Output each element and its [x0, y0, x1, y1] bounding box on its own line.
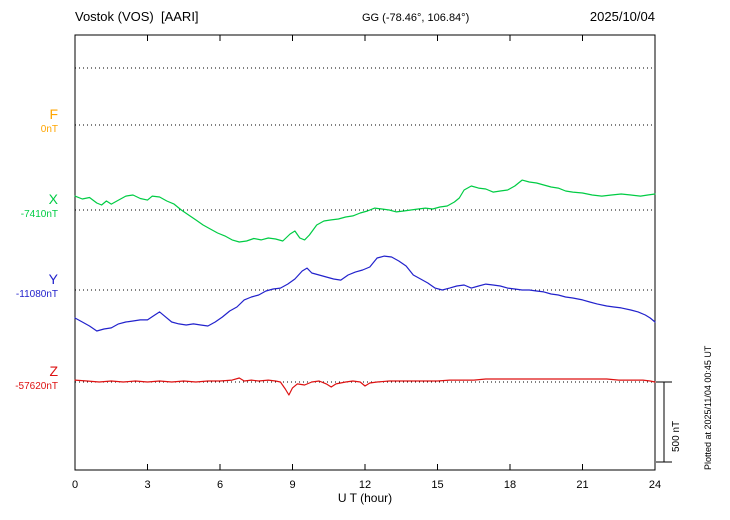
x-tick-label: 15	[431, 479, 443, 491]
trace-z	[74, 377, 656, 396]
plot-frame	[74, 34, 656, 471]
plotted-at-note: Plotted at 2025/11/04 00:45 UT	[703, 345, 713, 470]
component-block-f: F 0nT	[0, 106, 58, 136]
component-block-z: Z -57620nT	[0, 363, 58, 393]
plot-date: 2025/10/04	[589, 9, 655, 24]
component-label-y: Y	[48, 271, 58, 287]
x-axis-label: U T (hour)	[337, 491, 393, 505]
x-tick-label: 24	[649, 479, 661, 491]
component-label-x: X	[48, 191, 58, 207]
x-tick-label: 9	[289, 479, 295, 491]
component-baseline-z: -57620nT	[15, 381, 58, 392]
component-block-y: Y -11080nT	[0, 271, 58, 301]
station-title: Vostok (VOS) [AARI]	[75, 9, 199, 24]
x-tick-label: 3	[144, 479, 150, 491]
x-tick-label: 0	[72, 479, 78, 491]
x-tick-label: 6	[217, 479, 223, 491]
x-tick-label: 12	[359, 479, 371, 491]
component-block-x: X -7410nT	[0, 191, 58, 221]
component-label-z: Z	[49, 363, 58, 379]
component-baseline-y: -11080nT	[15, 289, 58, 300]
geographic-coordinates: GG (-78.46°, 106.84°)	[362, 12, 470, 24]
component-baseline-x: -7410nT	[20, 209, 58, 220]
component-label-f: F	[49, 106, 58, 122]
x-tick-label: 18	[504, 479, 516, 491]
scale-bar-label: 500 nT	[671, 420, 682, 452]
x-tick-label: 21	[576, 479, 588, 491]
trace-x	[74, 179, 656, 243]
component-baseline-f: 0nT	[40, 124, 58, 135]
trace-y	[74, 255, 656, 332]
